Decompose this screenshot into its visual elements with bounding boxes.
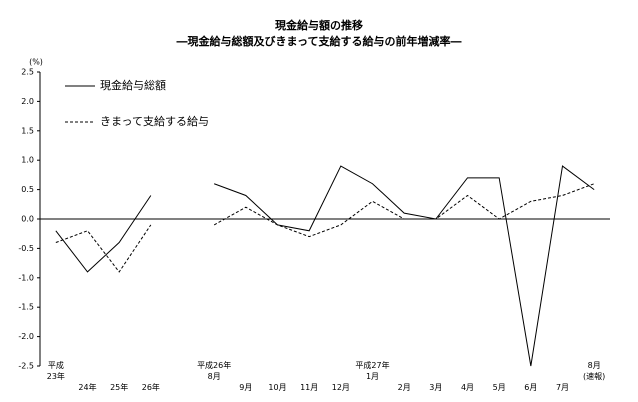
- y-tick-label: -2.0: [18, 332, 34, 341]
- x-tick-label: 7月: [556, 383, 569, 392]
- y-tick-label: 1.0: [21, 156, 34, 165]
- x-tick-label: 6月: [524, 383, 537, 392]
- x-tick-label: 平成 23年: [47, 360, 65, 381]
- x-tick-label: 11月: [300, 383, 318, 392]
- y-tick-label: 0.5: [21, 185, 34, 194]
- x-tick-label: 5月: [493, 383, 506, 392]
- chart-subtitle: ―現金給与総額及びきまって支給する給与の前年増減率―: [176, 34, 461, 48]
- y-tick-label: -1.5: [18, 303, 34, 312]
- y-tick-label: 1.5: [21, 126, 34, 135]
- x-tick-label: 平成26年 8月: [197, 360, 231, 381]
- y-tick-label: 0.0: [21, 215, 34, 224]
- x-tick-label: 2月: [398, 383, 411, 392]
- x-tick-label: 8月(速報): [583, 361, 605, 381]
- y-unit: (%): [29, 58, 43, 67]
- x-tick-label: 9月: [239, 383, 252, 392]
- y-tick-label: 2.5: [21, 68, 34, 77]
- x-tick-label: 12月: [332, 383, 350, 392]
- series-line: [55, 165, 595, 367]
- y-tick-label: -2.5: [18, 362, 34, 371]
- legend-label: 現金給与総額: [100, 78, 166, 92]
- x-tick-label: 10月: [268, 383, 286, 392]
- legend-label: きまって支給する給与: [100, 114, 209, 128]
- y-tick-label: -0.5: [18, 244, 34, 253]
- x-tick-label: 26年: [142, 382, 160, 392]
- x-tick-label: 4月: [461, 383, 474, 392]
- x-tick-label: 25年: [110, 382, 128, 392]
- x-tick-label: 3月: [429, 383, 442, 392]
- chart-title: 現金給与額の推移: [275, 18, 363, 32]
- series-line: [55, 183, 595, 273]
- x-tick-label: 24年: [78, 382, 96, 392]
- y-tick-label: 2.0: [21, 97, 34, 106]
- x-tick-label: 平成27年 1月: [355, 360, 389, 381]
- y-tick-label: -1.0: [18, 273, 34, 282]
